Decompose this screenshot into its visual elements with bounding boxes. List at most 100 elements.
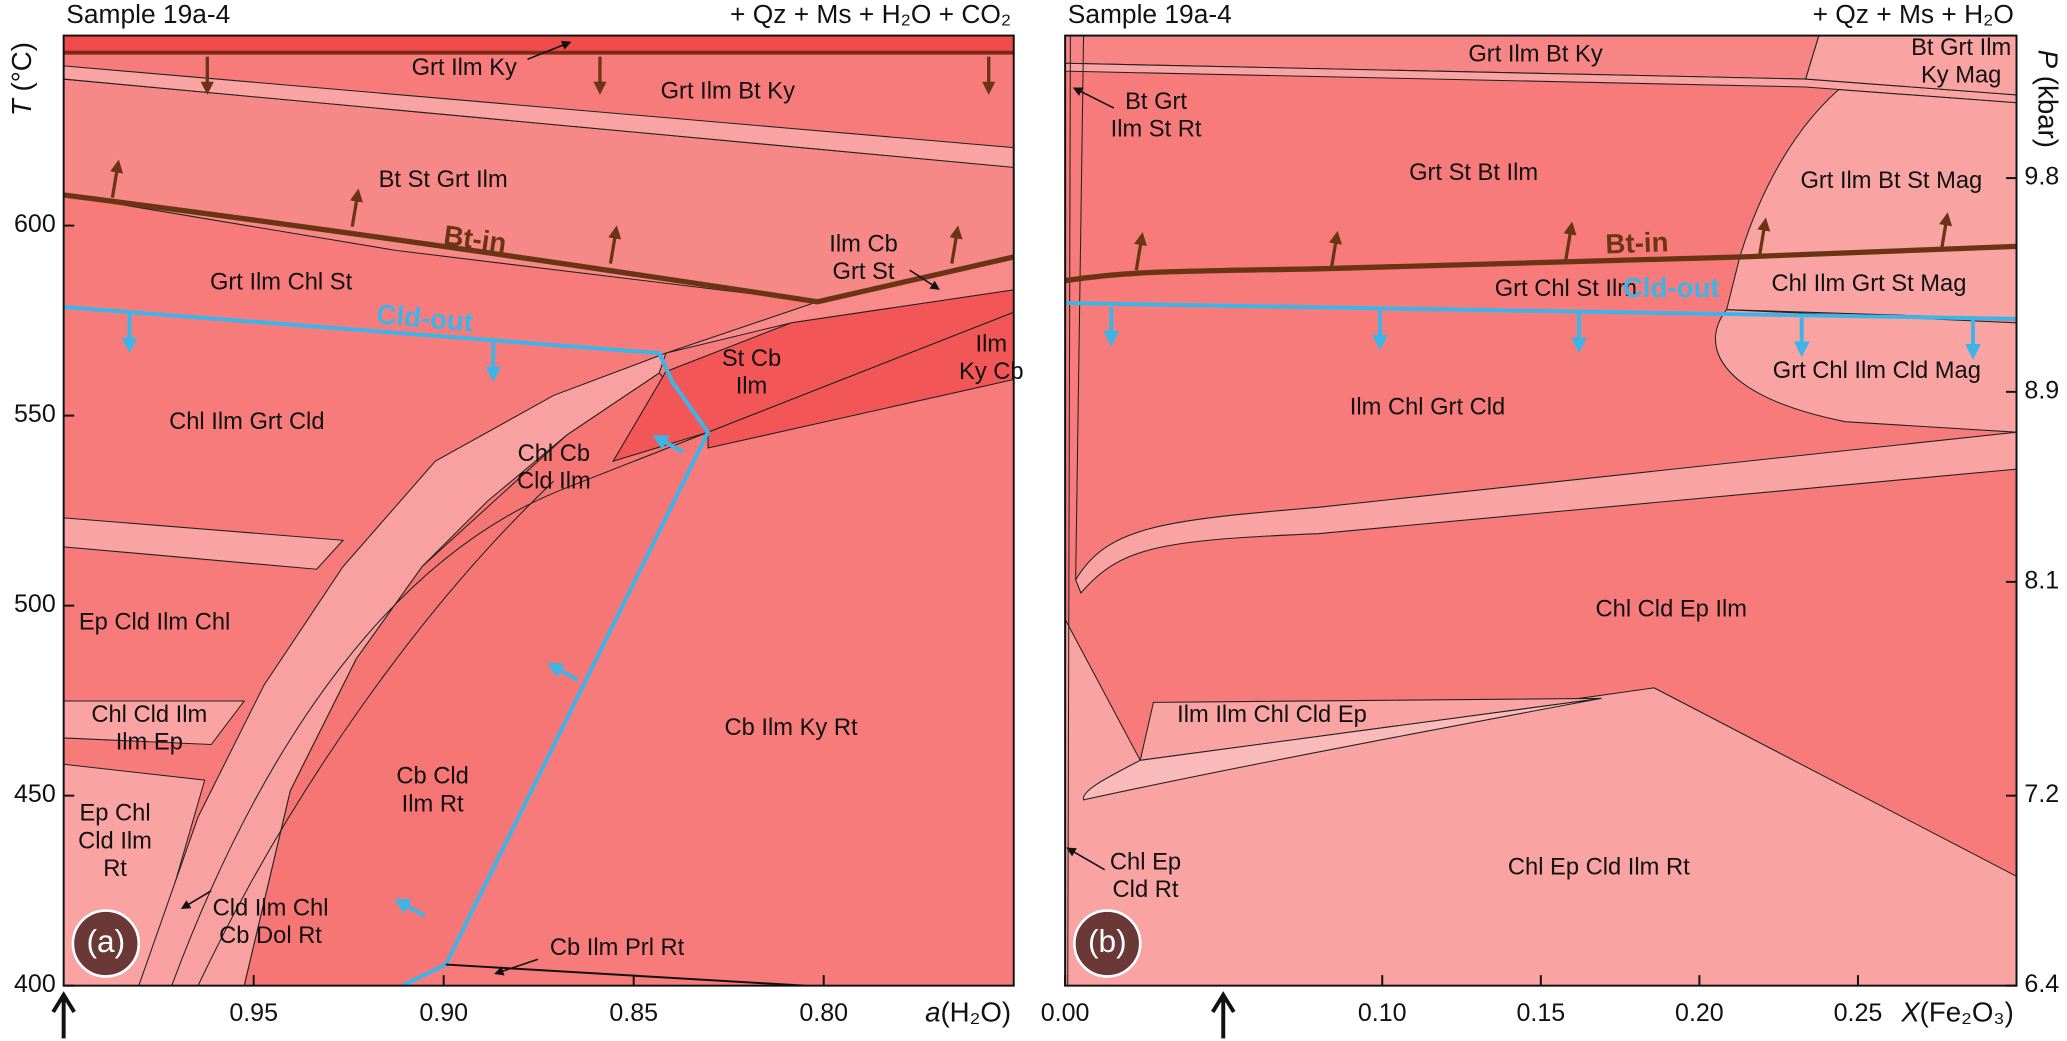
axis-unit: (°C)	[6, 42, 37, 99]
field-label: Grt Ilm Chl St	[210, 270, 353, 296]
x-axis-label: a(H₂O)	[925, 997, 1011, 1028]
arrow	[652, 434, 684, 454]
arrow	[608, 225, 622, 264]
field-label: Ilm	[976, 332, 1008, 358]
field-label: Chl Cb	[518, 441, 590, 467]
x-tick-label: 0.10	[1358, 999, 1407, 1027]
field-label: Ilm Ilm Chl Cld Ep	[1177, 702, 1367, 728]
cld-out-line	[1065, 301, 2017, 321]
field-label: Bt St Grt Ilm	[379, 167, 508, 193]
field-label: Grt Ilm Bt St Mag	[1800, 168, 1982, 194]
x-tick-label: 0.25	[1834, 999, 1883, 1027]
arrow	[949, 225, 963, 264]
panel-title: Sample 19a-4	[66, 0, 230, 29]
arrow	[349, 188, 363, 227]
field-label: Grt Ilm Bt Ky	[661, 79, 795, 105]
badge-circle	[71, 909, 141, 978]
field-label: Ilm Cb	[829, 231, 897, 257]
arrow	[546, 662, 579, 682]
bt-in-line	[1065, 243, 2017, 284]
boundary-line	[171, 431, 709, 986]
assemblage: + Qz + Ms + H₂O	[1813, 0, 2014, 29]
axis-symbol: T	[6, 97, 37, 116]
field	[63, 517, 345, 570]
x-tick-label: 0.90	[419, 999, 468, 1027]
field-label: Chl Cld Ilm	[91, 702, 207, 728]
x-tick-label: 0.80	[799, 999, 848, 1027]
field-label: Cb Ilm Ky Rt	[725, 715, 858, 741]
field-label: Chl Ep Cld Ilm Rt	[1508, 855, 1690, 881]
axis-symbol: a	[925, 997, 940, 1028]
bt-in-label: Bt-in	[1605, 226, 1669, 259]
cld-out-label: Cld-out	[1623, 272, 1720, 303]
field	[1075, 431, 2017, 594]
arrow	[1757, 217, 1771, 256]
field-label: Chl Ilm Grt Cld	[169, 409, 324, 435]
x-axis-label: X(Fe₂O₃)	[1900, 997, 2014, 1028]
field	[1083, 697, 1602, 801]
axis-unit: (H₂O)	[940, 997, 1011, 1028]
x-tick-label: 0.20	[1675, 999, 1724, 1027]
field-label: Ep Cld Ilm Chl	[79, 610, 230, 636]
field-label: Ilm Chl Grt Cld	[1350, 395, 1505, 421]
field-label: Cld Ilm Chl	[213, 895, 329, 921]
field-label: Ilm Ep	[116, 729, 183, 755]
cld-out-line	[63, 305, 711, 986]
leader	[909, 269, 940, 290]
field	[63, 700, 246, 746]
field-label: Grt Chl Ilm Cld Mag	[1773, 358, 1981, 384]
field-label: Grt Ilm Bt Ky	[1468, 42, 1602, 68]
y-tick-label: 6.4	[2024, 970, 2059, 998]
field-label: Ky Cb	[959, 359, 1024, 385]
x-tick-label: 0.85	[609, 999, 658, 1027]
field-label: Chl Cld Ep Ilm	[1596, 596, 1747, 622]
y-tick-label: 8.1	[2024, 566, 2059, 594]
field-label: Cld Ilm	[517, 469, 591, 495]
arrow	[1939, 212, 1953, 251]
plot-frame	[62, 34, 1015, 987]
axis-unit: (Fe₂O₃)	[1920, 997, 2014, 1028]
y-tick-label: 9.8	[2024, 163, 2059, 191]
boundary-line	[1067, 35, 1085, 986]
field-label: Grt Chl St Ilm	[1495, 276, 1637, 302]
leaders	[180, 40, 1115, 976]
x-tick-label: 0.15	[1516, 999, 1565, 1027]
field-label: Grt St Bt Ilm	[1409, 160, 1538, 186]
arrow	[394, 898, 426, 918]
y-tick-label: 8.9	[2024, 376, 2059, 404]
field-label: Ky Mag	[1921, 63, 2001, 89]
y-tick-label: 600	[14, 210, 56, 238]
y-tick-label: 450	[14, 780, 56, 808]
panel-b-fields	[1065, 35, 2017, 986]
field-label: Cld Rt	[1113, 877, 1179, 903]
arrow	[110, 159, 124, 198]
x-tick-label: 0.95	[229, 999, 278, 1027]
arrow	[1563, 221, 1577, 260]
field-label: Cb Cld	[396, 764, 468, 790]
sample-arrow	[51, 991, 1236, 1039]
leader	[180, 890, 212, 910]
field-label: Grt St	[833, 259, 895, 285]
axis-symbol: X	[1900, 997, 1921, 1028]
field	[1804, 35, 2017, 96]
x-tick-label: 0.00	[1041, 999, 1090, 1027]
y-axis-label: T (°C)	[6, 42, 37, 116]
axis-symbol: P	[2032, 50, 2063, 69]
field	[1714, 309, 2017, 433]
field-label: St Cb	[722, 346, 781, 372]
field-label: Ilm St Rt	[1111, 117, 1202, 143]
leader	[1066, 847, 1106, 871]
field	[138, 352, 667, 986]
field-label: Bt Grt	[1125, 89, 1187, 115]
field-label: Ilm	[736, 374, 768, 400]
field	[707, 311, 1014, 449]
badge: (a)	[87, 923, 126, 959]
y-axis-label: P (kbar)	[2032, 50, 2063, 148]
panel-title: Sample 19a-4	[1068, 0, 1232, 29]
badge: (b)	[1088, 923, 1127, 959]
boundary-line	[445, 963, 805, 986]
field-label: Cb Dol Rt	[219, 923, 322, 949]
arrow	[1328, 230, 1342, 270]
leader	[1072, 87, 1115, 109]
